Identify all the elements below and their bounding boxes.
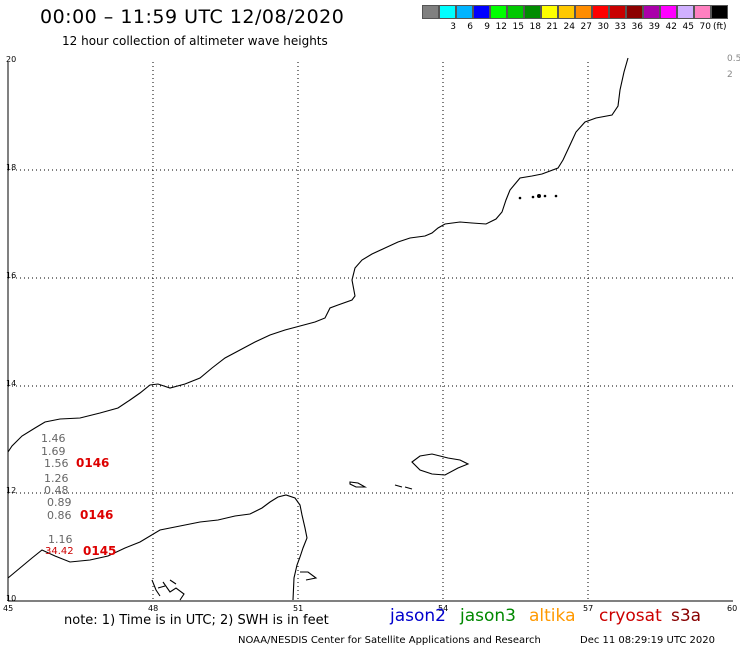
legend-swatch — [711, 5, 728, 19]
footer-credit: NOAA/NESDIS Center for Satellite Applica… — [238, 635, 541, 646]
legend-swatch — [694, 5, 711, 19]
legend-swatch — [558, 5, 575, 19]
obs-pass-id: 0145 — [83, 544, 117, 558]
obs-value: 1.56 — [44, 457, 69, 470]
satellite-cryosat: cryosat — [599, 606, 662, 626]
obs-value: 0.89 — [47, 496, 72, 509]
lat-label-20: 20 — [6, 55, 17, 64]
map-subtitle: 12 hour collection of altimeter wave hei… — [62, 34, 328, 48]
legend-swatch — [575, 5, 592, 19]
legend-swatch — [677, 5, 694, 19]
right-edge-fragment-2: 2 — [727, 70, 733, 80]
obs-value: 1.69 — [41, 445, 66, 458]
obs-value: 0.86 — [47, 509, 72, 522]
obs-value: 1.46 — [41, 432, 66, 445]
legend-label: 39 — [648, 22, 660, 32]
legend-swatch — [541, 5, 558, 19]
legend-swatch — [524, 5, 541, 19]
lat-label-18: 18 — [6, 163, 17, 172]
coastal-feature-48e — [151, 579, 185, 601]
legend-swatch — [473, 5, 490, 19]
obs-value: 34.42 — [45, 546, 74, 557]
lon-label-57: 57 — [583, 604, 594, 613]
lon-label-54: 54 — [438, 604, 449, 613]
map-title: 00:00 – 11:59 UTC 12/08/2020 — [40, 6, 345, 28]
legend-unit: (ft) — [713, 22, 727, 32]
legend-label: 70 — [699, 22, 711, 32]
obs-pass-id: 0146 — [80, 508, 114, 522]
legend-label: 30 — [597, 22, 609, 32]
legend-label: 21 — [546, 22, 558, 32]
legend-swatch — [439, 5, 456, 19]
legend-swatch — [660, 5, 677, 19]
legend-swatch — [626, 5, 643, 19]
legend-labels: 3 6 9 12 15 18 21 24 27 30 33 36 39 42 45 70 — [422, 22, 711, 32]
lat-label-10: 10 — [6, 594, 17, 603]
legend-label: 12 — [495, 22, 507, 32]
ras-hafun — [300, 571, 318, 581]
obs-value: 1.26 — [44, 472, 69, 485]
legend-label: 33 — [614, 22, 626, 32]
legend-label: 3 — [450, 22, 456, 32]
obs-value: 1.16 — [48, 533, 73, 546]
lon-label-48: 48 — [148, 604, 159, 613]
footer-timestamp: Dec 11 08:29:19 UTC 2020 — [580, 635, 715, 646]
lat-label-14: 14 — [6, 379, 17, 388]
abd-al-kuri-island — [349, 481, 368, 488]
legend-swatch — [592, 5, 609, 19]
obs-pass-id: 0146 — [76, 456, 110, 470]
satellite-s3a: s3a — [671, 606, 702, 626]
legend-label: 6 — [467, 22, 473, 32]
legend-swatch — [422, 5, 439, 19]
lat-grid — [8, 169, 733, 494]
satellite-jason3: jason3 — [460, 606, 516, 626]
socotra-island — [411, 453, 470, 476]
legend-label: 9 — [484, 22, 490, 32]
lon-label-51: 51 — [293, 604, 304, 613]
legend-label: 42 — [665, 22, 677, 32]
units-note: note: 1) Time is in UTC; 2) SWH is in fe… — [64, 613, 329, 628]
satellite-jason2: jason2 — [390, 606, 446, 626]
lon-label-60: 60 — [727, 604, 738, 613]
legend-swatch — [507, 5, 524, 19]
legend-label: 45 — [682, 22, 694, 32]
kuria-muria-islands — [518, 194, 558, 200]
legend-label: 15 — [512, 22, 524, 32]
legend-label: 36 — [631, 22, 643, 32]
right-edge-fragment-1: 0.5 — [727, 54, 740, 64]
coastline-somalia — [7, 494, 308, 601]
legend-swatch — [643, 5, 660, 19]
lon-label-45: 45 — [3, 604, 14, 613]
obs-value: 0.48 — [44, 484, 69, 497]
legend-label: 24 — [563, 22, 575, 32]
coastline-arabia — [7, 57, 629, 453]
brothers-islands — [394, 484, 413, 490]
legend-swatch — [609, 5, 626, 19]
wave-height-color-legend — [422, 5, 728, 19]
legend-swatch — [490, 5, 507, 19]
satellite-altika: altika — [529, 606, 576, 626]
legend-label: 27 — [580, 22, 592, 32]
lat-label-12: 12 — [6, 486, 17, 495]
legend-swatch — [456, 5, 473, 19]
lat-label-16: 16 — [6, 271, 17, 280]
legend-label: 18 — [529, 22, 541, 32]
